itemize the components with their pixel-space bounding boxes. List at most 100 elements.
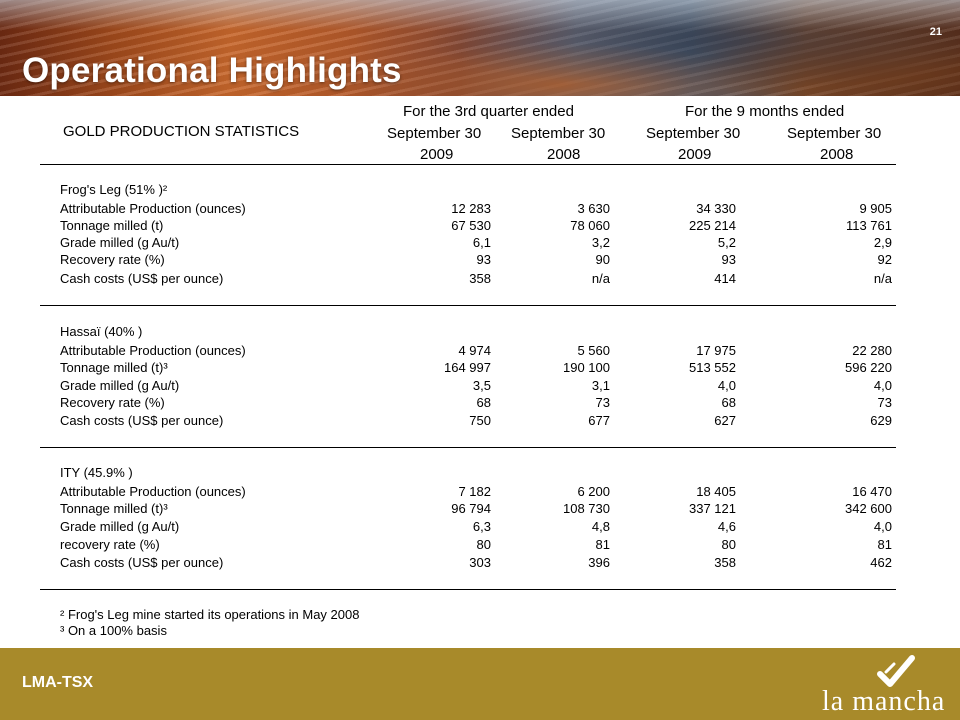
cell-value: 16 470 <box>852 484 892 499</box>
table-row: Tonnage milled (t)³ 164 997 190 100 513 … <box>60 359 896 376</box>
cell-value: 7 182 <box>458 484 491 499</box>
cell-value: 358 <box>714 555 736 570</box>
cell-value: 2,9 <box>873 235 892 250</box>
col1-month: September 30 <box>387 125 482 142</box>
section-divider <box>40 305 896 306</box>
row-label: Cash costs (US$ per ounce) <box>60 413 224 428</box>
cell-value: 18 405 <box>696 484 736 499</box>
col3-year: 2009 <box>678 146 712 163</box>
row-label: Cash costs (US$ per ounce) <box>60 271 224 286</box>
cell-value: 5 560 <box>577 343 610 358</box>
cell-value: 303 <box>469 555 491 570</box>
cell-value: 73 <box>595 395 610 410</box>
cell-value: 80 <box>721 537 736 552</box>
table-row: Attributable Production (ounces) 7 182 6… <box>60 483 896 500</box>
cell-value: 93 <box>476 252 491 267</box>
cell-value: 190 100 <box>563 360 610 375</box>
cell-value: 73 <box>877 395 892 410</box>
cell-value: 4,6 <box>717 519 736 534</box>
cell-value: 9 905 <box>859 201 892 216</box>
cell-value: 4 974 <box>458 343 491 358</box>
section-divider <box>40 447 896 448</box>
header-rule <box>40 164 896 165</box>
company-logo: la mancha <box>822 686 946 717</box>
table-row: Cash costs (US$ per ounce) 303 396 358 4… <box>60 554 896 571</box>
table-row: Recovery rate (%) 93 90 93 92 <box>60 251 896 268</box>
table-row: recovery rate (%) 80 81 80 81 <box>60 536 896 553</box>
cell-value: 462 <box>870 555 892 570</box>
cell-value: 81 <box>595 537 610 552</box>
row-label: recovery rate (%) <box>60 537 160 552</box>
cell-value: 93 <box>721 252 736 267</box>
cell-value: 81 <box>877 537 892 552</box>
cell-value: 342 600 <box>845 501 892 516</box>
cell-value: 3,1 <box>591 378 610 393</box>
cell-value: 3,2 <box>591 235 610 250</box>
cell-value: 3 630 <box>577 201 610 216</box>
footer-bar: LMA-TSX la mancha <box>0 648 960 720</box>
cell-value: 225 214 <box>689 218 736 233</box>
slide-title: Operational Highlights <box>22 51 402 90</box>
cell-value: 4,0 <box>873 519 892 534</box>
col1-year: 2009 <box>420 146 454 163</box>
section-title: ITY (45.9% ) <box>60 465 133 480</box>
row-label: Recovery rate (%) <box>60 252 165 267</box>
cell-value: 750 <box>469 413 491 428</box>
ticker-label: LMA-TSX <box>22 674 94 691</box>
cell-value: 4,0 <box>873 378 892 393</box>
cell-value: 113 761 <box>845 218 892 233</box>
cell-value: 164 997 <box>444 360 491 375</box>
cell-value: 5,2 <box>717 235 736 250</box>
cell-value: 78 060 <box>570 218 610 233</box>
row-label: Tonnage milled (t)³ <box>60 501 168 516</box>
table-row: Cash costs (US$ per ounce) 358 n/a 414 n… <box>60 270 896 287</box>
cell-value: 3,5 <box>472 378 491 393</box>
table-row: Tonnage milled (t)³ 96 794 108 730 337 1… <box>60 500 896 517</box>
section-title: Hassaï (40% ) <box>60 324 143 339</box>
cell-value: 358 <box>469 271 491 286</box>
cell-value: 396 <box>588 555 610 570</box>
section-divider <box>40 589 896 590</box>
footnote: ³ On a 100% basis <box>60 623 167 638</box>
cell-value: 17 975 <box>696 343 736 358</box>
cell-value: 596 220 <box>845 360 892 375</box>
cell-value: 34 330 <box>696 201 736 216</box>
table-row: Grade milled (g Au/t) 6,1 3,2 5,2 2,9 <box>60 234 896 251</box>
cell-value: n/a <box>591 271 610 286</box>
cell-value: 68 <box>476 395 491 410</box>
row-label: Recovery rate (%) <box>60 395 165 410</box>
footnote: ² Frog's Leg mine started its operations… <box>60 607 360 622</box>
row-label: Tonnage milled (t)³ <box>60 360 168 375</box>
row-label: Grade milled (g Au/t) <box>60 378 180 393</box>
cell-value: 4,0 <box>717 378 736 393</box>
row-label: Grade milled (g Au/t) <box>60 519 180 534</box>
page-number: 21 <box>929 26 942 38</box>
col2-month: September 30 <box>511 125 606 142</box>
cell-value: 627 <box>714 413 736 428</box>
cell-value: 6,3 <box>472 519 491 534</box>
table-row: Cash costs (US$ per ounce) 750 677 627 6… <box>60 412 896 429</box>
table-row: Recovery rate (%) 68 73 68 73 <box>60 394 896 411</box>
row-label: Cash costs (US$ per ounce) <box>60 555 224 570</box>
row-label: Attributable Production (ounces) <box>60 201 246 216</box>
banner-sky <box>0 0 960 30</box>
row-label: Attributable Production (ounces) <box>60 484 246 499</box>
row-label: Attributable Production (ounces) <box>60 343 246 358</box>
cell-value: 12 283 <box>451 201 491 216</box>
table-row: Attributable Production (ounces) 4 974 5… <box>60 342 896 359</box>
cell-value: 6,1 <box>472 235 491 250</box>
cell-value: 68 <box>721 395 736 410</box>
cell-value: 677 <box>588 413 610 428</box>
cell-value: 92 <box>877 252 892 267</box>
row-label: Grade milled (g Au/t) <box>60 235 180 250</box>
cell-value: 414 <box>714 271 736 286</box>
checkmark-logo-icon <box>877 655 915 687</box>
row-label: Tonnage milled (t) <box>60 218 164 233</box>
group-header-nine-months: For the 9 months ended <box>685 103 845 120</box>
cell-value: 6 200 <box>577 484 610 499</box>
table-main-label: GOLD PRODUCTION STATISTICS <box>63 123 300 140</box>
table-row: Attributable Production (ounces) 12 283 … <box>60 200 896 217</box>
cell-value: 90 <box>595 252 610 267</box>
table-row: Grade milled (g Au/t) 6,3 4,8 4,6 4,0 <box>60 518 896 535</box>
cell-value: 67 530 <box>451 218 491 233</box>
